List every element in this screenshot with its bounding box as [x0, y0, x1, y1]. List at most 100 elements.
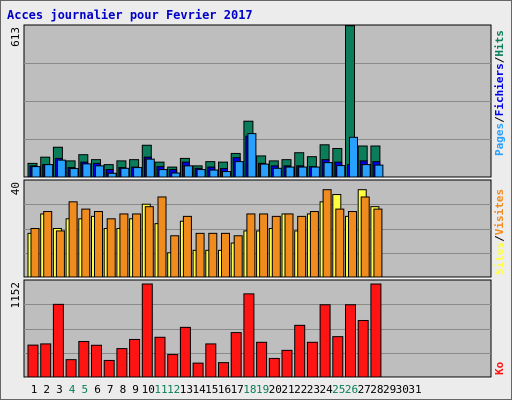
- day-label-22: 22: [294, 383, 307, 396]
- day-label-17: 17: [231, 383, 244, 396]
- legend-hits: Hits: [493, 30, 506, 57]
- pages-bar-6: [95, 165, 104, 178]
- visites-bar-9: [132, 213, 142, 278]
- legend-pages: Pages: [493, 123, 506, 156]
- day-label-2: 2: [43, 383, 50, 396]
- ko-bar-16: [218, 362, 229, 378]
- day-label-14: 14: [192, 383, 206, 396]
- ko-bar-28: [370, 283, 382, 378]
- pages-bar-23: [310, 166, 320, 178]
- visites-bar-16: [221, 232, 230, 278]
- ymax-label-ko: 1152: [9, 282, 22, 309]
- visites-bar-2: [43, 211, 53, 278]
- ko-bar-1: [27, 344, 39, 378]
- legend-bottom: Ko: [493, 361, 506, 375]
- legend-sep: /: [493, 235, 506, 242]
- pages-bar-12: [171, 172, 181, 178]
- pages-bar-28: [374, 164, 384, 178]
- ko-bar-21: [281, 349, 293, 378]
- day-label-27: 27: [358, 383, 371, 396]
- visites-bar-3: [55, 230, 65, 278]
- ko-bar-18: [243, 293, 255, 378]
- pages-bar-13: [183, 165, 193, 178]
- day-label-23: 23: [307, 383, 320, 396]
- day-label-5: 5: [81, 383, 88, 396]
- ko-bar-3: [52, 303, 64, 378]
- ko-bar-27: [357, 319, 369, 378]
- day-label-31: 31: [408, 383, 421, 396]
- day-label-15: 15: [205, 383, 218, 396]
- visites-bar-1: [30, 228, 40, 278]
- ko-bar-6: [91, 344, 102, 378]
- pages-bar-24: [323, 162, 333, 178]
- chart-title: Acces journalier pour Fevrier 2017: [7, 8, 253, 22]
- day-label-6: 6: [94, 383, 101, 396]
- visites-bar-22: [297, 215, 307, 278]
- ko-bar-7: [103, 359, 115, 378]
- day-label-4: 4: [69, 383, 76, 396]
- day-label-13: 13: [180, 383, 193, 396]
- pages-bar-27: [361, 164, 371, 178]
- day-label-29: 29: [383, 383, 396, 396]
- ymax-label-visites: 40: [9, 182, 22, 195]
- day-label-20: 20: [269, 383, 282, 396]
- day-label-7: 7: [107, 383, 114, 396]
- day-label-26: 26: [345, 383, 358, 396]
- visites-bar-7: [106, 218, 116, 278]
- pages-bar-26: [349, 136, 358, 178]
- legend-fichiers: Fichiers: [493, 63, 506, 116]
- ko-bar-24: [319, 304, 331, 378]
- visites-bar-18: [246, 213, 256, 278]
- day-label-16: 16: [218, 383, 231, 396]
- pages-bar-11: [158, 169, 168, 178]
- ko-bar-20: [268, 357, 280, 378]
- ko-bar-15: [205, 343, 217, 378]
- visites-bar-20: [271, 215, 281, 278]
- day-label-10: 10: [142, 383, 155, 396]
- pages-bar-4: [69, 168, 79, 178]
- day-label-30: 30: [396, 383, 409, 396]
- day-label-9: 9: [132, 383, 139, 396]
- pages-bar-14: [196, 169, 206, 178]
- day-label-8: 8: [120, 383, 127, 396]
- ko-bar-26: [345, 304, 356, 378]
- day-label-19: 19: [256, 383, 269, 396]
- pages-bar-2: [44, 164, 54, 178]
- visites-bar-24: [322, 189, 332, 278]
- pages-bar-5: [82, 163, 92, 178]
- day-label-25: 25: [332, 383, 345, 396]
- legend-sep: /: [493, 116, 506, 123]
- day-label-12: 12: [167, 383, 180, 396]
- legend-middle: Sites/Visites: [493, 189, 506, 275]
- pages-bar-21: [285, 166, 295, 178]
- ko-bar-5: [78, 340, 90, 378]
- visites-bar-28: [373, 208, 383, 278]
- pages-bar-7: [107, 172, 117, 178]
- pages-bar-20: [272, 167, 282, 178]
- ko-bar-25: [332, 336, 344, 378]
- day-label-24: 24: [319, 383, 333, 396]
- visites-bar-23: [309, 211, 319, 278]
- ko-bar-14: [192, 362, 204, 378]
- pages-bar-3: [56, 159, 66, 178]
- legend-top: Pages/Fichiers/Hits: [493, 30, 506, 156]
- pages-bar-19: [260, 163, 270, 178]
- day-label-3: 3: [56, 383, 63, 396]
- visites-bar-14: [195, 232, 205, 278]
- pages-bar-15: [209, 169, 219, 178]
- ko-bar-10: [141, 283, 153, 378]
- legend-sep: /: [493, 56, 506, 63]
- ko-bar-4: [65, 359, 77, 378]
- visites-bar-11: [157, 196, 167, 278]
- ko-bar-9: [129, 338, 141, 378]
- ko-bar-2: [40, 343, 52, 378]
- pages-bar-8: [120, 167, 130, 178]
- visites-bar-4: [68, 201, 78, 278]
- pages-bar-9: [133, 167, 143, 178]
- visites-bar-27: [360, 196, 370, 278]
- visites-bar-12: [170, 235, 180, 278]
- pages-bar-10: [145, 158, 155, 178]
- visites-bar-19: [259, 213, 269, 278]
- legend-ko: Ko: [493, 361, 506, 375]
